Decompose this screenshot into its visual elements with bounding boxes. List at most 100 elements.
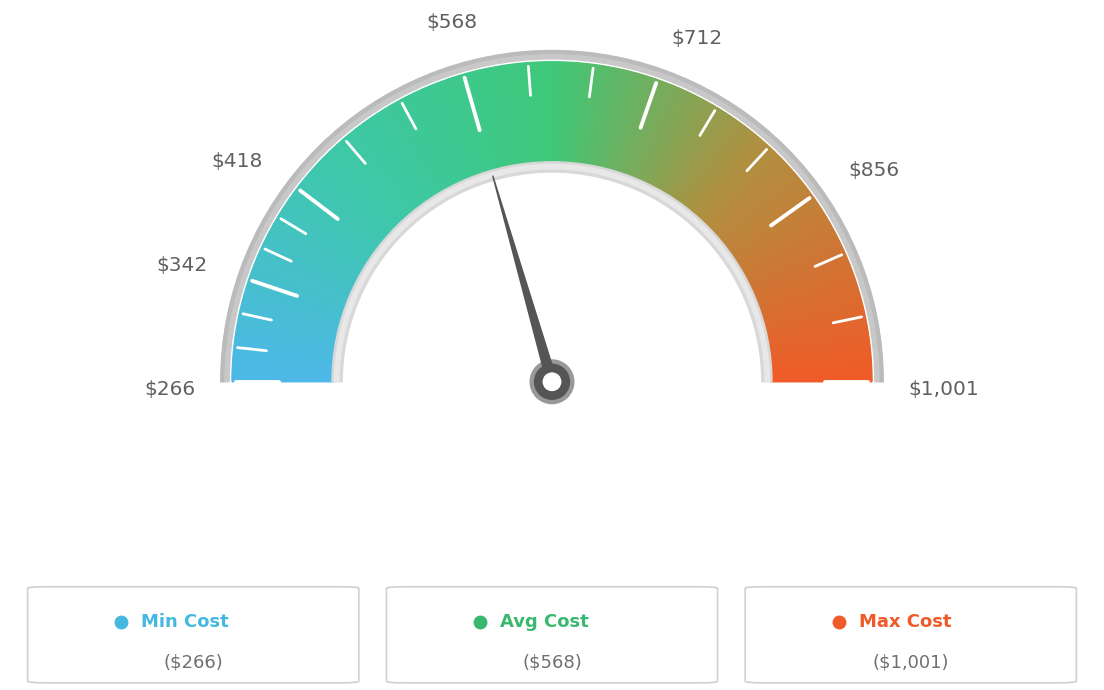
- Wedge shape: [750, 248, 843, 292]
- Wedge shape: [414, 92, 459, 185]
- Wedge shape: [619, 77, 654, 175]
- Wedge shape: [261, 248, 354, 292]
- Wedge shape: [347, 135, 413, 215]
- Wedge shape: [577, 64, 592, 166]
- Wedge shape: [627, 81, 665, 178]
- Wedge shape: [259, 250, 353, 293]
- Wedge shape: [253, 266, 349, 305]
- Wedge shape: [768, 342, 870, 356]
- Wedge shape: [587, 66, 607, 167]
- Wedge shape: [769, 349, 871, 362]
- Wedge shape: [423, 88, 466, 182]
- Wedge shape: [235, 337, 336, 353]
- Wedge shape: [320, 159, 395, 231]
- Wedge shape: [332, 161, 772, 382]
- Wedge shape: [427, 86, 468, 181]
- Wedge shape: [335, 145, 405, 221]
- Wedge shape: [470, 72, 498, 171]
- Wedge shape: [745, 232, 836, 282]
- Wedge shape: [711, 163, 787, 234]
- Wedge shape: [266, 237, 358, 284]
- Wedge shape: [736, 210, 824, 266]
- Wedge shape: [765, 315, 866, 337]
- Wedge shape: [698, 144, 767, 220]
- Wedge shape: [524, 63, 534, 164]
- Wedge shape: [391, 104, 444, 193]
- Wedge shape: [771, 380, 872, 382]
- Wedge shape: [769, 366, 872, 373]
- Wedge shape: [316, 165, 392, 235]
- Wedge shape: [264, 241, 357, 287]
- Wedge shape: [251, 273, 347, 310]
- Wedge shape: [574, 63, 587, 165]
- Wedge shape: [764, 305, 863, 331]
- Wedge shape: [762, 293, 860, 322]
- Wedge shape: [221, 51, 883, 382]
- Wedge shape: [492, 67, 512, 168]
- Wedge shape: [328, 152, 400, 226]
- Wedge shape: [618, 77, 651, 175]
- Wedge shape: [758, 281, 857, 315]
- Wedge shape: [656, 100, 707, 190]
- Wedge shape: [286, 202, 372, 261]
- Wedge shape: [329, 150, 402, 225]
- Wedge shape: [584, 66, 602, 166]
- Wedge shape: [767, 327, 868, 346]
- Wedge shape: [676, 119, 736, 204]
- Wedge shape: [766, 322, 867, 342]
- FancyBboxPatch shape: [745, 586, 1076, 683]
- Wedge shape: [722, 181, 804, 247]
- Wedge shape: [487, 68, 509, 168]
- Wedge shape: [406, 95, 455, 188]
- Wedge shape: [626, 81, 662, 177]
- Wedge shape: [652, 98, 702, 189]
- Wedge shape: [395, 101, 447, 191]
- Wedge shape: [766, 319, 867, 341]
- Wedge shape: [709, 159, 784, 231]
- Wedge shape: [710, 161, 785, 233]
- Wedge shape: [724, 186, 806, 249]
- Wedge shape: [737, 213, 825, 268]
- Wedge shape: [268, 232, 359, 282]
- Wedge shape: [598, 69, 622, 169]
- Wedge shape: [757, 273, 853, 310]
- Wedge shape: [679, 121, 740, 206]
- Wedge shape: [564, 62, 572, 164]
- Wedge shape: [408, 95, 456, 186]
- Wedge shape: [636, 86, 677, 181]
- Wedge shape: [291, 194, 375, 255]
- Wedge shape: [570, 63, 580, 164]
- Wedge shape: [233, 362, 335, 370]
- Wedge shape: [645, 92, 690, 185]
- Wedge shape: [234, 346, 336, 359]
- Wedge shape: [381, 110, 436, 197]
- Wedge shape: [751, 250, 845, 293]
- Wedge shape: [605, 71, 631, 170]
- Wedge shape: [400, 99, 450, 190]
- Wedge shape: [460, 75, 491, 172]
- Wedge shape: [767, 332, 869, 349]
- Wedge shape: [252, 268, 348, 306]
- Wedge shape: [755, 266, 851, 305]
- Wedge shape: [284, 206, 370, 264]
- Wedge shape: [337, 144, 406, 220]
- Wedge shape: [265, 239, 357, 286]
- Wedge shape: [278, 215, 367, 269]
- Wedge shape: [749, 244, 841, 289]
- Wedge shape: [416, 91, 460, 184]
- Wedge shape: [576, 63, 590, 165]
- Wedge shape: [592, 67, 612, 168]
- Wedge shape: [590, 66, 609, 167]
- Wedge shape: [532, 62, 540, 164]
- Wedge shape: [247, 283, 344, 316]
- Wedge shape: [333, 147, 404, 223]
- Wedge shape: [258, 253, 352, 295]
- Wedge shape: [242, 299, 341, 328]
- Wedge shape: [744, 230, 835, 279]
- Wedge shape: [244, 293, 342, 322]
- Wedge shape: [507, 65, 523, 166]
- Wedge shape: [262, 246, 354, 290]
- Wedge shape: [429, 85, 470, 180]
- Text: Avg Cost: Avg Cost: [500, 613, 588, 631]
- Wedge shape: [233, 357, 335, 366]
